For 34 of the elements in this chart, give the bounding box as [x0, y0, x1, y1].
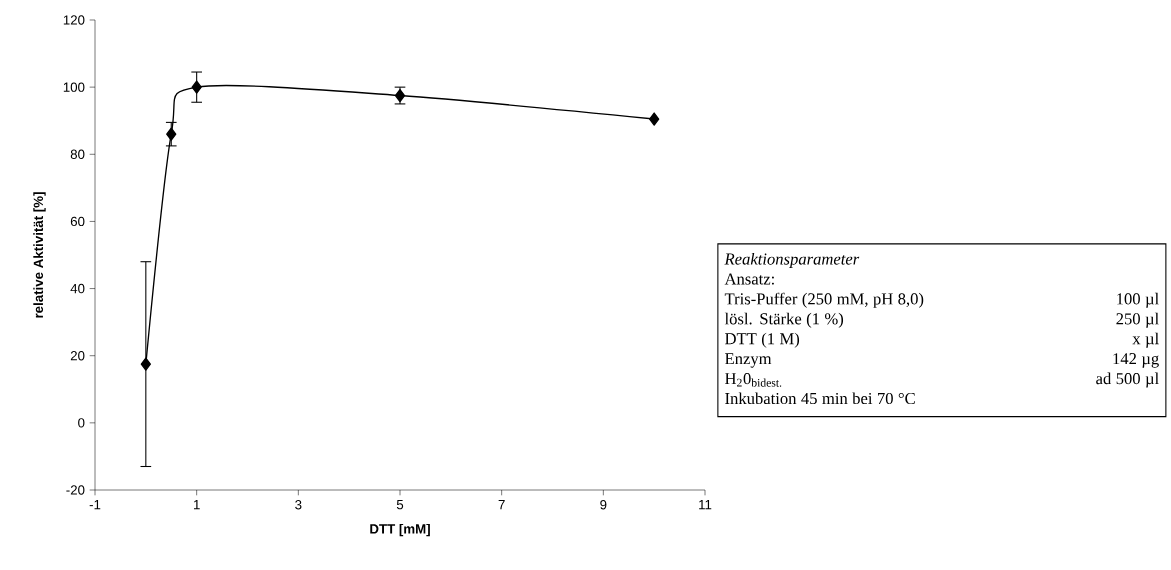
y-tick-label: -20 [66, 485, 85, 495]
x-tick-label: 5 [396, 500, 404, 510]
text: Reaktionsparameter [724, 252, 860, 269]
text: Ansatz: [724, 273, 774, 285]
point [191, 80, 202, 94]
x-tick-label: 9 [600, 500, 607, 510]
text: Enzym [725, 353, 772, 368]
y-tick-label: 20 [70, 351, 85, 361]
y-tick-label: 40 [70, 283, 85, 294]
point [166, 127, 177, 141]
y-tick-label: 60 [70, 216, 85, 227]
text: ad 500 µl [1096, 372, 1159, 388]
text: Tris-Puffer (250 mM, pH 8,0) [724, 292, 924, 308]
y-axis-title: relative Aktivität [%] [33, 192, 46, 318]
x-tick-label: -1 [89, 500, 101, 510]
text: x µl [1132, 332, 1159, 348]
y-tick-label: 120 [63, 15, 85, 25]
point [140, 357, 151, 371]
text: Inkubation 45 min bei 70 °C [725, 392, 915, 405]
x-tick-label: 11 [699, 500, 712, 510]
x-tick-label: 7 [498, 500, 505, 510]
x-tick-label: 3 [295, 500, 302, 510]
y-tick-label: 80 [70, 149, 85, 159]
text: lösl. Stärke (1 %) [724, 312, 844, 328]
text: 100 µl [1117, 292, 1159, 308]
x-axis-title: DTT [mM] [370, 523, 430, 537]
x-tick-label: 1 [193, 500, 200, 510]
text: 142 µg [1113, 353, 1159, 368]
text: DTT (1 M) [725, 332, 800, 348]
point [649, 112, 660, 126]
text: H$_{2}$0$_{bidest.}$ [725, 372, 782, 387]
y-tick-label: 0 [78, 418, 85, 428]
text: 250 µl [1116, 312, 1159, 328]
y-tick-label: 100 [63, 82, 85, 92]
